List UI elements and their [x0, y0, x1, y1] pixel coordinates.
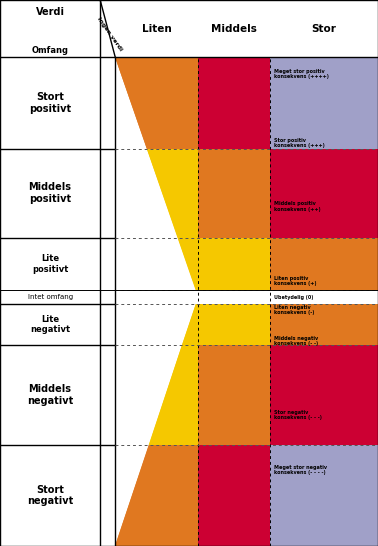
Text: Lite
negativt: Lite negativt — [30, 315, 70, 334]
Text: Lite
positivt: Lite positivt — [32, 254, 68, 274]
Polygon shape — [115, 445, 198, 546]
Polygon shape — [198, 149, 270, 238]
Text: Omfang: Omfang — [32, 46, 68, 55]
Polygon shape — [198, 445, 270, 546]
Polygon shape — [270, 345, 378, 445]
Polygon shape — [149, 345, 198, 445]
Polygon shape — [198, 238, 270, 290]
Polygon shape — [198, 345, 270, 445]
Text: Liten positiv
konsekvens (+): Liten positiv konsekvens (+) — [274, 276, 316, 286]
Text: Meget stor positiv
konsekvens (++++): Meget stor positiv konsekvens (++++) — [274, 69, 329, 79]
Polygon shape — [115, 304, 198, 345]
Polygon shape — [178, 238, 198, 290]
Polygon shape — [115, 297, 198, 546]
Text: Ingen verdi: Ingen verdi — [96, 16, 123, 52]
Polygon shape — [270, 238, 378, 290]
Polygon shape — [115, 345, 198, 445]
Polygon shape — [270, 149, 378, 238]
Polygon shape — [115, 57, 198, 149]
Polygon shape — [115, 445, 198, 546]
Text: Middels positiv
konsekvens (++): Middels positiv konsekvens (++) — [274, 201, 321, 211]
Polygon shape — [115, 149, 198, 238]
Text: Middels: Middels — [211, 23, 257, 34]
Text: Stor negativ
konsekvens (- - -): Stor negativ konsekvens (- - -) — [274, 410, 322, 420]
Polygon shape — [270, 57, 378, 149]
Text: Liten negativ
konsekvens (-): Liten negativ konsekvens (-) — [274, 305, 314, 316]
Polygon shape — [147, 149, 198, 238]
Text: Middels negativ
konsekvens (- -): Middels negativ konsekvens (- -) — [274, 336, 318, 346]
Polygon shape — [115, 238, 198, 290]
Text: Intet omfang: Intet omfang — [28, 294, 73, 300]
Polygon shape — [115, 57, 198, 149]
Text: Liten: Liten — [142, 23, 172, 34]
Text: Middels
negativt: Middels negativt — [27, 384, 73, 406]
Text: Stor: Stor — [312, 23, 336, 34]
Polygon shape — [198, 304, 270, 345]
Text: Stort
negativt: Stort negativt — [27, 485, 73, 506]
Polygon shape — [270, 304, 378, 345]
Polygon shape — [115, 57, 378, 546]
Polygon shape — [115, 290, 198, 304]
Polygon shape — [198, 57, 270, 149]
Text: Middels
positivt: Middels positivt — [29, 182, 71, 204]
Text: Stor positiv
konsekvens (+++): Stor positiv konsekvens (+++) — [274, 138, 325, 149]
Polygon shape — [183, 304, 198, 345]
Text: Meget stor negativ
konsekvens (- - - -): Meget stor negativ konsekvens (- - - -) — [274, 465, 327, 476]
Text: Verdi: Verdi — [36, 7, 65, 17]
Polygon shape — [115, 57, 198, 297]
Text: Stort
positivt: Stort positivt — [29, 92, 71, 114]
Text: Ubetydelig (0): Ubetydelig (0) — [274, 295, 313, 300]
Polygon shape — [270, 445, 378, 546]
